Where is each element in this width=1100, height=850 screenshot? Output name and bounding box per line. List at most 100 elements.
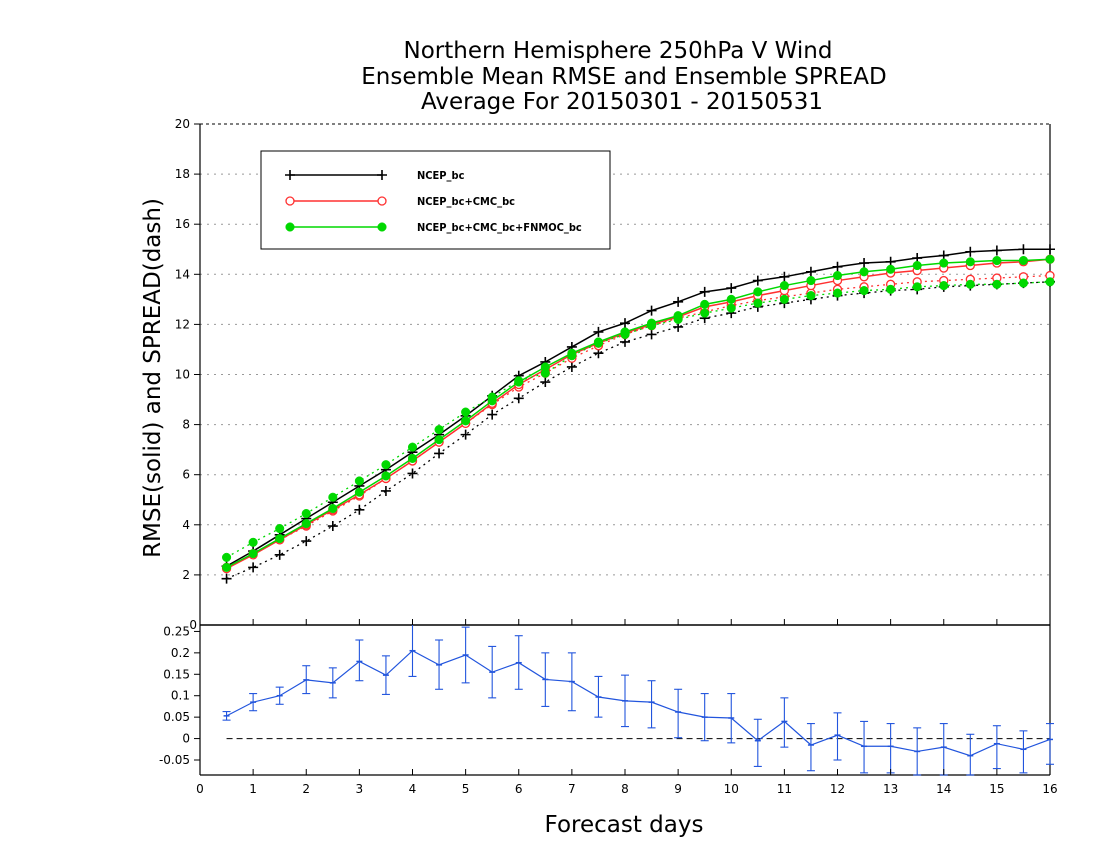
y-tick-label: 0.1: [171, 689, 190, 703]
rmse-point: [275, 534, 285, 544]
rmse-point: [859, 267, 869, 277]
rmse-point: [992, 255, 1002, 266]
rmse-line: [226, 248, 1050, 567]
error-bar: [594, 675, 603, 718]
title-line-2: Ensemble Mean RMSE and Ensemble SPREAD: [361, 64, 886, 90]
rmse-point: [328, 503, 338, 514]
legend-item: NCEP_bc: [285, 169, 465, 182]
rmse-point: [965, 246, 976, 257]
spread-point: [646, 329, 657, 340]
error-bar: [488, 645, 497, 699]
y-tick-label: 4: [182, 518, 190, 532]
error-bar: [222, 711, 231, 721]
rmse-line: [226, 258, 1051, 570]
spread-point: [381, 460, 391, 470]
spread-point: [248, 537, 258, 547]
spread-point: [354, 504, 365, 515]
y-axis-label: RMSE(solid) and SPREAD(dash): [140, 198, 166, 558]
spread-line: [226, 281, 1051, 580]
legend-marker: [285, 222, 295, 232]
legend-label: NCEP_bc+CMC_bc+FNMOC_bc: [417, 221, 582, 234]
spread-point: [992, 279, 1002, 289]
rmse-point: [593, 326, 604, 337]
spread-point: [221, 573, 232, 584]
error-bar: [541, 652, 550, 707]
error-bar: [381, 655, 390, 695]
series-ncep-bc: [221, 244, 1055, 584]
spread-point: [513, 393, 524, 404]
x-tick-label: 5: [462, 782, 470, 796]
spread-point: [700, 308, 710, 318]
spread-point: [753, 298, 763, 308]
spread-point: [222, 552, 232, 562]
x-tick-label: 0: [196, 782, 204, 796]
rmse-point: [1045, 254, 1055, 264]
error-bar: [461, 626, 470, 684]
y-tick-label: 18: [175, 167, 190, 181]
rmse-point: [540, 362, 550, 372]
rmse-point: [620, 318, 630, 329]
y-tick-label: 12: [175, 317, 190, 331]
rmse-point: [407, 453, 418, 463]
error-bar: [727, 693, 736, 744]
y-axis-bottom: -0.05 0 0.05 0.1 0.15 0.2 0.25: [159, 624, 200, 767]
rmse-point: [222, 562, 232, 572]
rmse-point: [487, 396, 497, 406]
error-bar: [992, 725, 1001, 770]
spread-point: [886, 284, 896, 294]
x-tick-label: 1: [249, 782, 257, 796]
error-bar: [1046, 723, 1054, 765]
y-tick-label: 10: [175, 368, 190, 382]
spread-point: [566, 361, 577, 372]
x-tick-label: 16: [1042, 782, 1057, 796]
error-bar: [408, 625, 417, 677]
spread-point: [726, 303, 736, 313]
y-tick-label: 6: [182, 468, 190, 482]
rmse-point: [567, 348, 577, 358]
error-bar: [913, 727, 922, 776]
rmse-line: [226, 258, 1051, 569]
spread-point: [327, 521, 338, 532]
spread-point: [434, 425, 444, 435]
rmse-point: [514, 377, 524, 387]
rmse-point: [699, 286, 710, 297]
spread-point: [965, 279, 975, 289]
spread-point: [1045, 277, 1055, 287]
rmse-point: [248, 549, 258, 559]
rmse-point: [647, 318, 657, 328]
error-bar: [621, 674, 629, 728]
error-bar: [355, 639, 364, 682]
rmse-point: [1018, 244, 1029, 255]
series-ncep-bc-cmc-bc-fnmoc-bc: [222, 254, 1055, 572]
error-bar: [328, 667, 337, 699]
y-axis-top: 2 4 6 8 10 12 14 16 18 20 0: [175, 117, 200, 632]
rmse-point: [912, 260, 922, 271]
error-bar: [674, 688, 683, 739]
rmse-point: [1018, 255, 1028, 266]
legend-item: NCEP_bc+CMC_bc: [285, 195, 515, 208]
x-tick-label: 12: [830, 782, 845, 796]
rmse-point: [886, 264, 896, 274]
difference-panel: -0.05 0 0.05 0.1 0.15 0.2 0.25: [159, 624, 1054, 776]
rmse-point: [832, 271, 843, 281]
y-tick-label: 8: [182, 418, 190, 432]
x-axis: 0 1 2 3 4 5 6 7 8 9 10 11 12 13 14 15 16: [196, 619, 1058, 796]
rmse-point: [726, 294, 736, 304]
rmse-point: [700, 299, 710, 309]
x-tick-label: 6: [515, 782, 523, 796]
spread-point: [806, 291, 816, 301]
y-tick-label: 0.25: [163, 624, 190, 638]
rmse-point: [620, 327, 630, 337]
error-bar: [275, 686, 284, 705]
difference-series: [222, 625, 1054, 776]
y-tick-label: -0.05: [159, 753, 190, 767]
error-bar: [860, 720, 869, 774]
chart-title: Northern Hemisphere 250hPa V Wind Ensemb…: [361, 38, 886, 115]
rmse-point: [434, 435, 444, 445]
difference-line: [226, 649, 1051, 757]
rmse-point: [965, 257, 975, 267]
legend-marker: [285, 170, 295, 180]
spread-point: [328, 492, 338, 502]
error-bar: [806, 723, 815, 772]
